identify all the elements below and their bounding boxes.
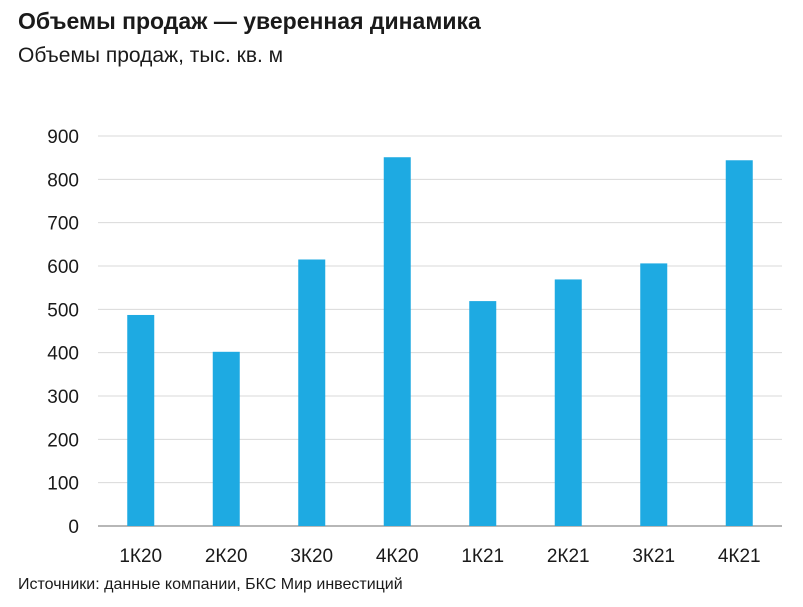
bar-2К21 (554, 279, 582, 526)
chart-subtitle: Объемы продаж, тыс. кв. м (18, 44, 284, 67)
x-tick-label: 4К20 (376, 546, 419, 567)
y-tick-label: 800 (47, 170, 79, 191)
bar-1К20 (127, 314, 155, 526)
y-tick-label: 200 (47, 430, 79, 451)
y-tick-label: 300 (47, 387, 79, 408)
x-tick-label: 2К21 (547, 546, 590, 567)
x-tick-label: 1К20 (119, 546, 162, 567)
y-tick-label: 100 (47, 474, 79, 495)
x-tick-label: 1К21 (461, 546, 504, 567)
y-tick-label: 600 (47, 257, 79, 278)
y-tick-label: 500 (47, 300, 79, 321)
bar-4К20 (383, 157, 411, 526)
bar-4К21 (725, 160, 753, 526)
y-tick-label: 0 (68, 517, 79, 538)
source-note: Источники: данные компании, БКС Мир инве… (18, 576, 403, 593)
bar-1К21 (469, 301, 497, 526)
bar-3К20 (298, 259, 326, 526)
y-tick-label: 700 (47, 214, 79, 235)
x-axis-tick-labels: 1К20 2К20 3К20 4К20 1К21 2К21 3К21 4К21 (119, 546, 760, 567)
x-tick-label: 3К21 (632, 546, 675, 567)
grid-lines (98, 135, 782, 527)
y-tick-label: 900 (47, 127, 79, 148)
bar-2К20 (212, 351, 240, 526)
x-tick-label: 2К20 (205, 546, 248, 567)
x-tick-label: 4К21 (718, 546, 761, 567)
x-tick-label: 3К20 (290, 546, 333, 567)
y-axis-tick-labels: 0 100 200 300 400 500 600 700 800 900 (47, 127, 79, 538)
bar-3К21 (640, 263, 668, 526)
chart-title: Объемы продаж — уверенная динамика (18, 8, 481, 34)
bars (127, 157, 753, 526)
y-tick-label: 400 (47, 344, 79, 365)
